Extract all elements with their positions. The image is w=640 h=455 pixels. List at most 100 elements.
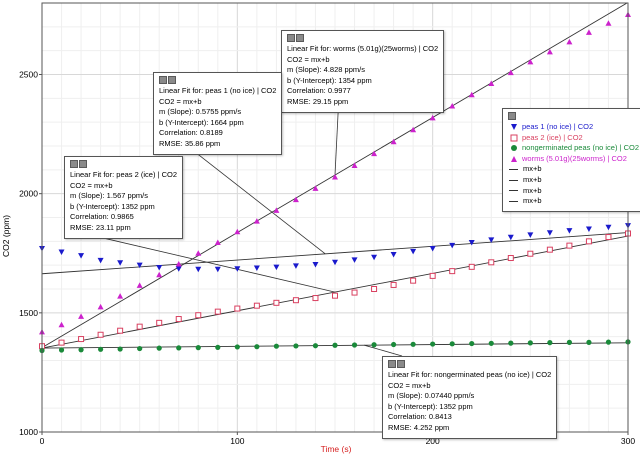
point-peas-2 — [410, 277, 417, 284]
box-control-icon[interactable] — [159, 76, 167, 84]
fit-box-worms[interactable]: Linear Fit for: worms (5.01g)(25worms) |… — [281, 30, 445, 113]
fit-box-peas-1[interactable]: Linear Fit for: peas 1 (no ice) | CO2 CO… — [153, 72, 283, 155]
fit-rmse: RMSE: 23.11 ppm — [70, 222, 131, 232]
line-icon — [509, 190, 518, 192]
legend-entry-fit[interactable]: mx+b — [508, 175, 639, 186]
point-nongerminated — [156, 345, 162, 351]
point-worms — [507, 69, 514, 76]
point-nongerminated — [449, 341, 455, 347]
point-worms — [566, 38, 573, 45]
legend-entry-peas-1[interactable]: peas 1 (no ice) | CO2 — [508, 122, 639, 133]
legend-entry-nongerminated[interactable]: nongerminated peas (no ice) | CO2 — [508, 143, 639, 154]
point-worms — [78, 313, 85, 319]
point-peas-1 — [332, 259, 338, 266]
point-nongerminated — [117, 346, 123, 352]
point-peas-2 — [58, 339, 65, 346]
point-worms — [390, 138, 397, 145]
point-nongerminated — [566, 339, 573, 345]
legend-label: mx+b — [523, 174, 542, 184]
legend-entry-worms[interactable]: worms (5.01g)(25worms) | CO2 — [508, 154, 639, 165]
box-control-icon[interactable] — [296, 34, 304, 42]
y-tick-label: 2500 — [19, 70, 38, 80]
point-nongerminated — [371, 342, 377, 348]
point-peas-1 — [97, 257, 104, 264]
legend-label: mx+b — [523, 185, 542, 195]
fit-box-peas-2[interactable]: Linear Fit for: peas 2 (ice) | CO2 CO2 =… — [64, 156, 183, 239]
point-worms — [253, 218, 260, 224]
point-worms — [234, 228, 241, 235]
point-peas-2 — [234, 305, 241, 312]
line-icon — [509, 200, 518, 202]
box-control-icon[interactable] — [397, 360, 405, 368]
point-peas-2 — [332, 292, 338, 299]
point-nongerminated — [332, 342, 338, 348]
point-worms — [527, 58, 534, 65]
point-peas-1 — [546, 230, 553, 236]
point-peas-2 — [273, 299, 280, 306]
line-icon — [509, 179, 518, 181]
box-control-icon[interactable] — [79, 160, 87, 168]
point-peas-1 — [449, 242, 456, 249]
legend-entry-fit[interactable]: mx+b — [508, 196, 639, 207]
box-control-icon[interactable] — [70, 160, 78, 168]
fit-title: Linear Fit for: peas 2 (ice) | CO2 — [70, 170, 177, 179]
point-nongerminated — [293, 343, 299, 349]
box-control-icon[interactable] — [287, 34, 295, 42]
fit-title: Linear Fit for: worms (5.01g)(25worms) |… — [287, 44, 439, 53]
point-nongerminated — [527, 340, 533, 346]
point-nongerminated — [351, 342, 358, 348]
point-peas-2 — [488, 259, 495, 266]
fit-rmse: RMSE: 35.86 ppm — [159, 138, 221, 148]
point-worms — [488, 80, 495, 87]
point-peas-1 — [253, 265, 260, 272]
point-peas-1 — [234, 266, 241, 272]
legend-label: mx+b — [523, 196, 542, 206]
point-peas-2 — [527, 250, 534, 257]
legend-entry-peas-2[interactable]: peas 2 (ice) | CO2 — [508, 133, 639, 144]
box-control-icon[interactable] — [388, 360, 396, 368]
legend-entry-fit[interactable]: mx+b — [508, 186, 639, 197]
fit-rmse: RMSE: 29.15 ppm — [287, 96, 349, 106]
fit-leader-line — [334, 112, 339, 176]
line-icon — [509, 169, 518, 171]
fit-title: Linear Fit for: peas 1 (no ice) | CO2 — [159, 86, 277, 95]
legend-label: peas 2 (ice) | CO2 — [522, 132, 583, 142]
fit-intercept: b (Y-Intercept): 1354 ppm — [287, 75, 372, 85]
point-nongerminated — [137, 345, 143, 352]
point-peas-1 — [507, 234, 514, 241]
x-tick-label: 200 — [426, 436, 440, 446]
point-nongerminated — [234, 344, 240, 350]
fit-box-nongerminated[interactable]: Linear Fit for: nongerminated peas (no i… — [382, 356, 558, 439]
point-nongerminated — [586, 339, 592, 345]
point-worms — [546, 48, 553, 55]
legend-entry-fit[interactable]: mx+b — [508, 164, 639, 175]
point-nongerminated — [547, 340, 553, 346]
point-worms — [175, 260, 182, 267]
fit-equation: CO2 = mx+b — [159, 96, 202, 106]
legend[interactable]: peas 1 (no ice) | CO2 peas 2 (ice) | CO2… — [502, 108, 640, 212]
point-worms — [410, 126, 417, 133]
point-peas-1 — [195, 266, 202, 273]
circle-icon — [511, 145, 517, 152]
fit-rmse: RMSE: 4.252 ppm — [388, 422, 450, 432]
point-peas-1 — [312, 261, 319, 268]
legend-control-icon[interactable] — [508, 112, 516, 120]
square-icon — [510, 134, 518, 142]
point-nongerminated — [391, 341, 397, 348]
point-peas-2 — [429, 272, 436, 279]
point-peas-2 — [136, 323, 143, 330]
point-worms — [273, 207, 280, 213]
point-worms — [585, 29, 592, 35]
point-peas-1 — [527, 232, 534, 238]
point-worms — [156, 271, 163, 278]
triangle-down-icon — [511, 124, 517, 131]
fit-slope: m (Slope): 4.828 ppm/s — [287, 65, 365, 75]
y-tick-label: 2000 — [19, 189, 38, 199]
box-control-icon[interactable] — [168, 76, 176, 84]
point-nongerminated — [430, 341, 436, 347]
point-peas-1 — [371, 254, 378, 261]
plot-frame — [41, 2, 629, 433]
fit-equation: CO2 = mx+b — [287, 54, 330, 64]
legend-label: worms (5.01g)(25worms) | CO2 — [522, 153, 627, 163]
point-nongerminated — [312, 343, 319, 349]
